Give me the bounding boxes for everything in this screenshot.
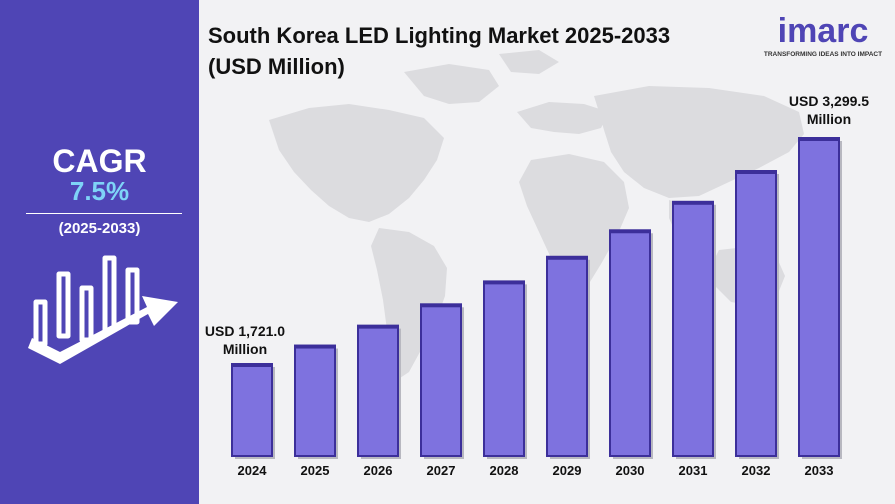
bar-top-2028	[484, 281, 524, 285]
bar-top-2032	[736, 171, 776, 175]
x-tick-label: 2026	[363, 463, 393, 478]
bar-2032	[735, 170, 777, 457]
growth-chart-arrow-icon	[28, 255, 178, 364]
bar-2026	[357, 324, 399, 457]
x-tick-label: 2024	[237, 463, 267, 478]
bar-top-2025	[295, 345, 335, 349]
bar-2027	[420, 303, 462, 457]
cagr-label: CAGR	[52, 143, 147, 179]
x-tick-label: 2031	[678, 463, 708, 478]
chart-area: South Korea LED Lighting Market 2025-203…	[199, 0, 895, 504]
bar-2033	[798, 137, 840, 457]
x-tick-label: 2032	[741, 463, 771, 478]
x-tick-label: 2030	[615, 463, 645, 478]
last-value-label: USD 3,299.5 Million	[779, 92, 879, 128]
bar-2030	[609, 229, 651, 457]
first-value-line2: Million	[222, 341, 268, 357]
first-value-line1: USD 1,721.0	[204, 323, 286, 339]
svg-text:TRANSFORMING IDEAS INTO IMPACT: TRANSFORMING IDEAS INTO IMPACT	[764, 51, 882, 58]
x-tick-label: 2028	[489, 463, 519, 478]
bar-2024	[231, 363, 273, 457]
bar-top-2029	[547, 256, 587, 260]
bar-top-2027	[421, 304, 461, 308]
x-tick-label: 2033	[804, 463, 834, 478]
bar-top-2031	[673, 201, 713, 205]
x-tick-label: 2025	[300, 463, 330, 478]
svg-text:imarc: imarc	[778, 12, 869, 50]
bar-2025	[294, 344, 336, 458]
bar-2028	[483, 280, 525, 458]
bar-top-2026	[358, 325, 398, 329]
bar-top-2024	[232, 364, 272, 367]
imarc-logo: imarc TRANSFORMING IDEAS INTO IMPACT	[764, 12, 882, 58]
bar-2029	[546, 255, 588, 457]
first-value-label: USD 1,721.0 Million	[199, 322, 291, 358]
last-value-line1: USD 3,299.5	[788, 93, 870, 109]
x-tick-label: 2027	[426, 463, 456, 478]
bars-group	[231, 137, 842, 459]
cagr-panel: CAGR 7.5% (2025-2033)	[0, 0, 199, 504]
cagr-divider	[26, 213, 182, 214]
cagr-value: 7.5%	[69, 176, 130, 206]
chart-title: South Korea LED Lighting Market 2025-203…	[208, 23, 671, 79]
bar-top-2033	[799, 138, 839, 141]
bar-top-2030	[610, 230, 650, 234]
x-tick-label: 2029	[552, 463, 582, 478]
bar-chart	[231, 137, 842, 459]
last-value-line2: Million	[806, 111, 852, 127]
bar-2031	[672, 200, 714, 457]
cagr-period: (2025-2033)	[58, 220, 141, 237]
